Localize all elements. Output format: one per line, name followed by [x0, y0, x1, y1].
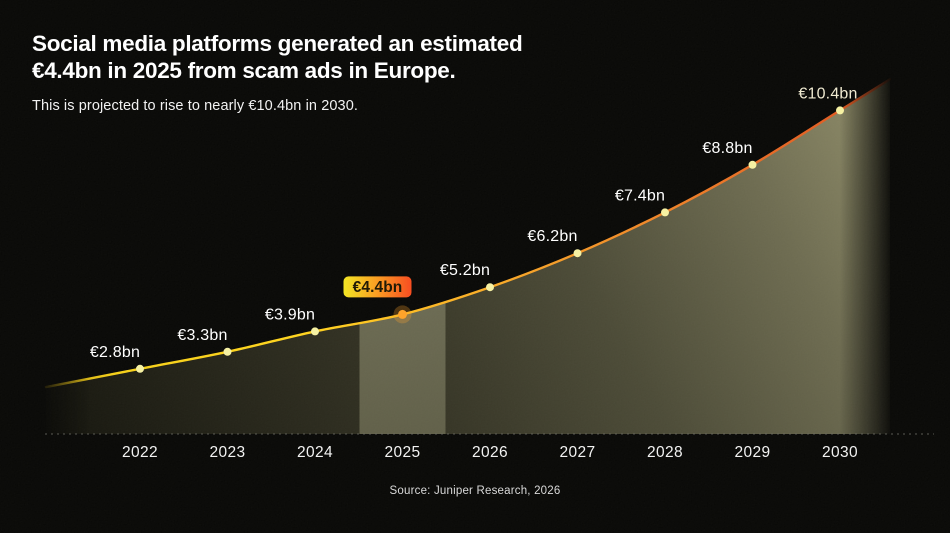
- page-title: Social media platforms generated an esti…: [32, 30, 523, 84]
- page-title-line1: Social media platforms generated an esti…: [32, 31, 523, 56]
- source-caption: Source: Juniper Research, 2026: [389, 485, 561, 497]
- chart-header: Social media platforms generated an esti…: [32, 30, 523, 114]
- page-title-line2: €4.4bn in 2025 from scam ads in Europe.: [32, 58, 456, 83]
- page-subtitle: This is projected to rise to nearly €10.…: [32, 98, 358, 114]
